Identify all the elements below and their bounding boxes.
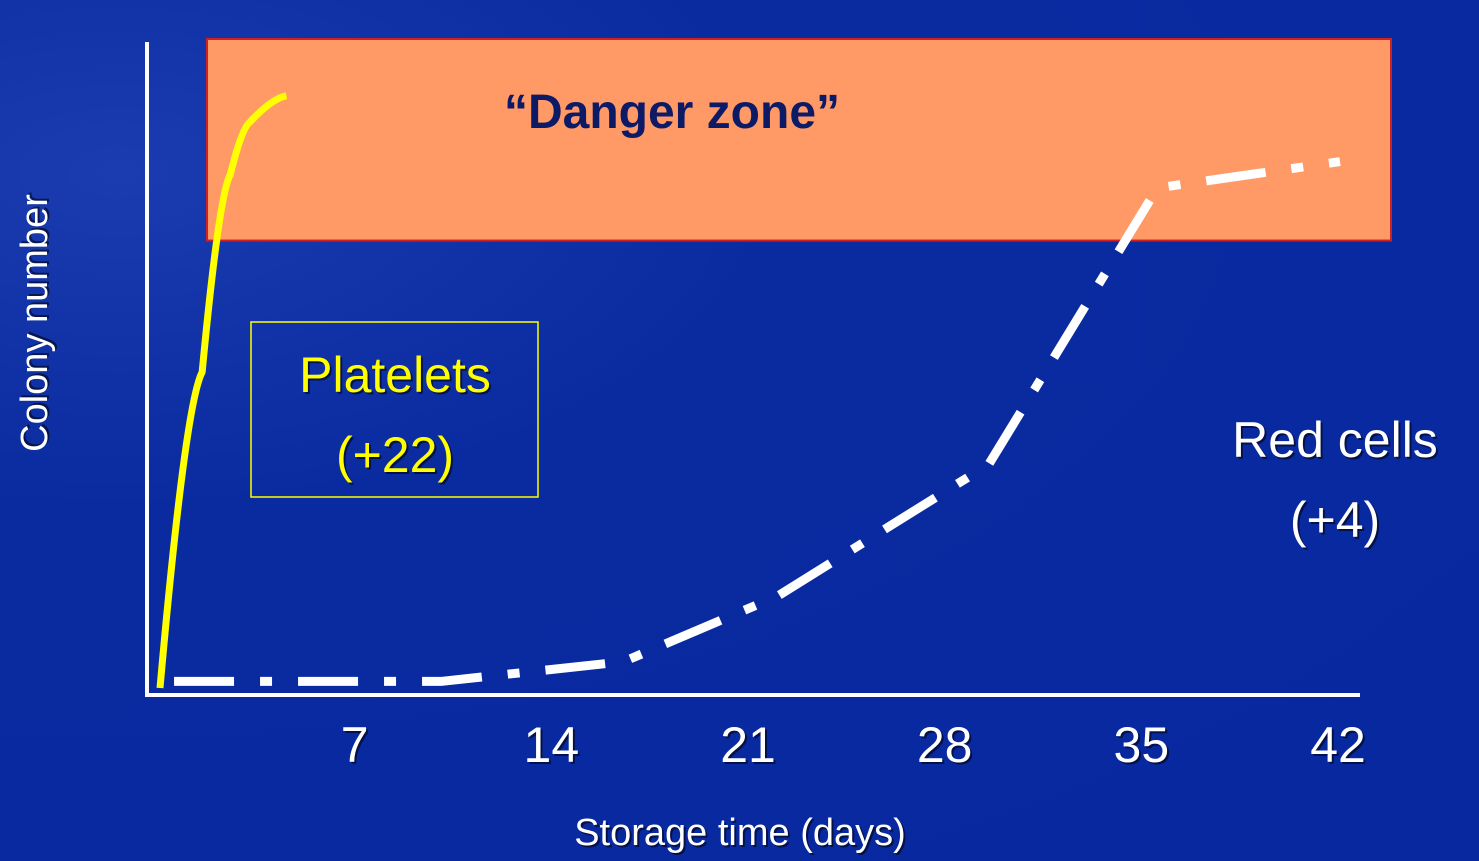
x-tick-label-42-shadow: 42 (1312, 719, 1368, 775)
x-tick-label-21: 21 (720, 717, 776, 773)
x-tick-label-42: 42 (1310, 717, 1366, 773)
danger-zone-group: “Danger zone” (206, 38, 1392, 242)
y-axis-label-shadow: Colony number (16, 192, 58, 450)
x-axis-label: Storage time (days) (574, 812, 906, 854)
danger-zone (206, 38, 1392, 242)
series-line-red-cells (174, 157, 1341, 686)
x-axis-label-shadow: Storage time (days) (576, 814, 908, 856)
labels: Storage time (days)Storage time (days) Co… (14, 192, 1440, 856)
axes (145, 42, 1360, 697)
redcells-label-line2: (+4) (1290, 492, 1380, 548)
x-tick-label-7-shadow: 7 (343, 719, 371, 775)
platelets-label-line2-group: (+22)(+22) (336, 427, 456, 485)
platelets-label-line2-shadow: (+22) (338, 429, 456, 485)
platelets-label-line1-shadow: Platelets (301, 349, 493, 405)
x-tick-label-7-group: 77 (341, 717, 371, 775)
redcells-label-line1: Red cells (1232, 412, 1438, 468)
redcells-label-line1-shadow: Red cells (1234, 414, 1440, 470)
x-tick-label-28-shadow: 28 (919, 719, 975, 775)
platelets-label-box (250, 321, 539, 498)
platelets-label-line2: (+22) (336, 427, 454, 483)
redcells-label-line2-group: (+4)(+4) (1290, 492, 1382, 550)
x-tick-label-14: 14 (524, 717, 580, 773)
x-axis-label-group: Storage time (days)Storage time (days) (574, 812, 908, 856)
redcells-label-line2-shadow: (+4) (1292, 494, 1382, 550)
x-tick-label-14-shadow: 14 (526, 719, 582, 775)
x-tick-label-21-shadow: 21 (722, 719, 778, 775)
x-tick-label-28: 28 (917, 717, 973, 773)
danger-zone-label: “Danger zone” (504, 86, 840, 139)
y-axis-label: Colony number (14, 194, 56, 452)
platelets-label-line1: Platelets (299, 347, 491, 403)
x-tick-label-35: 35 (1114, 717, 1170, 773)
series-lines (156, 92, 1341, 689)
series-line-platelets (156, 92, 288, 689)
x-tick-label-7: 7 (341, 717, 369, 773)
x-tick-label-35-shadow: 35 (1116, 719, 1172, 775)
